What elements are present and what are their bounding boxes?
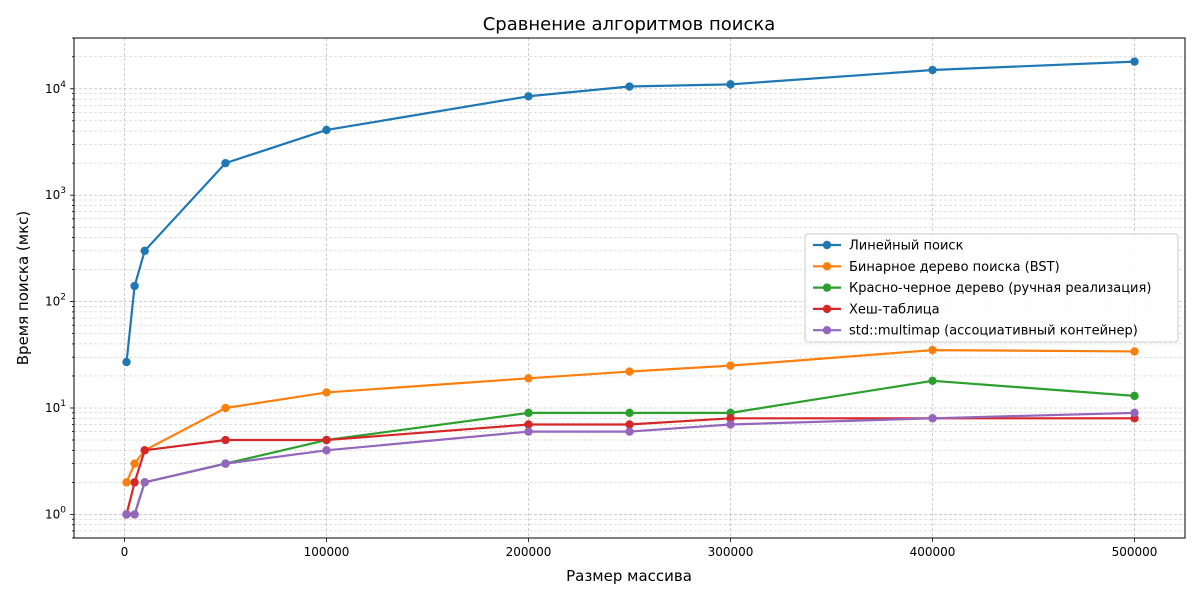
data-point <box>524 92 533 101</box>
legend-label: std::multimap (ассоциативный контейнер) <box>849 324 1138 339</box>
series-3 <box>122 376 1139 519</box>
y-tick-label: 103 <box>45 186 66 202</box>
data-point <box>221 435 230 445</box>
series-1 <box>122 57 1139 367</box>
y-tick-label: 102 <box>45 293 66 309</box>
data-point <box>1130 347 1139 356</box>
y-axis-label: Время поиска (мкс) <box>14 211 32 365</box>
data-point <box>122 510 131 519</box>
plot-frame <box>73 37 1186 539</box>
data-point <box>322 435 331 445</box>
x-axis: 0 100000 200000 300000 400000 500000 <box>121 538 1158 559</box>
data-point <box>726 420 735 429</box>
x-tick-label: 400000 <box>910 545 956 559</box>
legend-label: Линейный поиск <box>849 239 964 254</box>
data-point <box>322 446 331 455</box>
legend-label: Хеш-таблица <box>849 302 940 317</box>
data-point <box>1130 391 1139 401</box>
data-point <box>524 374 533 383</box>
data-point <box>625 427 634 436</box>
data-point <box>122 478 131 487</box>
x-tick-label: 200000 <box>506 545 552 559</box>
x-axis-label: Размер массива <box>566 567 692 585</box>
data-point <box>221 403 230 413</box>
series-line <box>126 411 1135 516</box>
y-tick-label: 101 <box>45 399 66 415</box>
legend-marker <box>822 240 832 250</box>
chart-title: Сравнение алгоритмов поиска <box>483 14 776 35</box>
legend-marker <box>822 304 832 314</box>
data-point <box>130 478 139 487</box>
data-point <box>221 158 230 168</box>
data-point <box>625 408 634 418</box>
data-point <box>122 357 131 367</box>
data-point <box>221 459 230 468</box>
legend-box <box>804 233 1179 343</box>
data-point <box>524 420 533 429</box>
data-point <box>928 376 937 386</box>
y-axis: 100 101 102 103 104 <box>45 37 74 539</box>
x-tick-label: 100000 <box>304 545 350 559</box>
series-line <box>125 60 1135 363</box>
data-point <box>140 246 149 256</box>
x-tick-label: 300000 <box>708 545 754 559</box>
data-point <box>625 82 634 91</box>
series-layer <box>122 57 1139 519</box>
data-point <box>625 420 634 429</box>
data-point <box>726 414 735 423</box>
y-tick-label: 104 <box>45 80 66 96</box>
legend-label: Красно-черное дерево (ручная реализация) <box>849 281 1151 296</box>
data-point <box>140 478 149 487</box>
legend: Линейный поиск Бинарное дерево поиска (BS… <box>804 233 1179 343</box>
legend-marker <box>822 283 832 292</box>
data-point <box>928 414 937 423</box>
data-point <box>322 388 331 397</box>
data-point <box>625 367 634 376</box>
legend-marker <box>822 326 832 335</box>
data-point <box>524 408 533 418</box>
legend-marker <box>822 262 832 271</box>
series-4 <box>122 414 1139 519</box>
y-tick-label: 100 <box>45 505 66 521</box>
x-tick-label: 500000 <box>1112 545 1158 559</box>
data-point <box>1130 57 1139 66</box>
data-point <box>726 80 735 89</box>
series-line <box>125 417 1135 515</box>
series-5 <box>122 408 1139 519</box>
series-line <box>125 349 1135 483</box>
data-point <box>1130 408 1139 418</box>
data-point <box>524 427 533 436</box>
data-point <box>928 345 937 355</box>
data-point <box>130 510 139 519</box>
data-point <box>130 281 139 291</box>
data-point <box>726 361 735 370</box>
data-point <box>928 65 937 75</box>
data-point <box>322 125 331 135</box>
x-tick-label: 0 <box>121 545 129 559</box>
legend-label: Бинарное дерево поиска (BST) <box>849 260 1060 275</box>
data-point <box>140 446 149 455</box>
data-point <box>130 459 139 468</box>
